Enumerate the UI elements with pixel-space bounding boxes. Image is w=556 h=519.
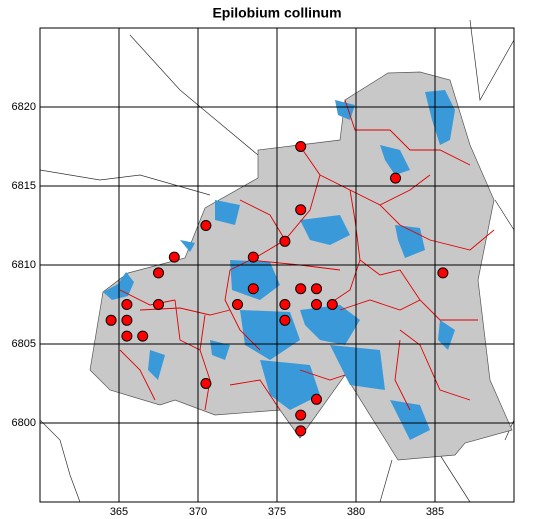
occurrence-point xyxy=(311,283,322,295)
occurrence-point xyxy=(295,141,307,152)
x-tick-label: 365 xyxy=(110,506,128,518)
plot-frame xyxy=(39,27,515,503)
x-tick-label: 370 xyxy=(189,506,207,518)
y-tick-label: 6820 xyxy=(12,101,36,113)
occurrence-point xyxy=(279,314,291,326)
x-tick-label: 375 xyxy=(268,506,286,518)
occurrence-point xyxy=(279,299,291,310)
occurrence-point xyxy=(247,251,259,263)
occurrence-point xyxy=(390,172,401,184)
occurrence-point xyxy=(326,299,338,310)
occurrence-point xyxy=(105,314,117,326)
occurrence-point xyxy=(295,204,307,216)
x-tick-label: 380 xyxy=(347,506,365,518)
occurrence-point xyxy=(295,409,307,421)
occurrence-point xyxy=(121,299,133,310)
occurrence-point xyxy=(279,235,291,247)
occurrence-point xyxy=(137,330,149,342)
occurrence-point xyxy=(311,393,322,405)
y-tick-label: 6800 xyxy=(12,417,36,429)
occurrence-point xyxy=(295,425,307,437)
chart-title: Epilobium collinum xyxy=(212,5,341,21)
occurrence-point xyxy=(121,314,133,326)
occurrence-point xyxy=(153,267,164,279)
y-tick-label: 6805 xyxy=(12,338,36,350)
y-tick-label: 6810 xyxy=(12,259,36,271)
occurrence-point xyxy=(200,378,212,389)
occurrence-point xyxy=(295,283,307,295)
x-tick-label: 385 xyxy=(426,506,444,518)
occurrence-point xyxy=(121,330,133,342)
occurrence-point xyxy=(168,251,180,263)
occurrence-point xyxy=(200,220,212,231)
occurrence-point xyxy=(247,283,259,295)
occurrence-point xyxy=(311,299,322,310)
occurrence-point xyxy=(437,267,449,279)
y-tick-label: 6815 xyxy=(12,180,36,192)
occurrence-point xyxy=(232,299,243,310)
occurrence-point xyxy=(153,299,164,310)
